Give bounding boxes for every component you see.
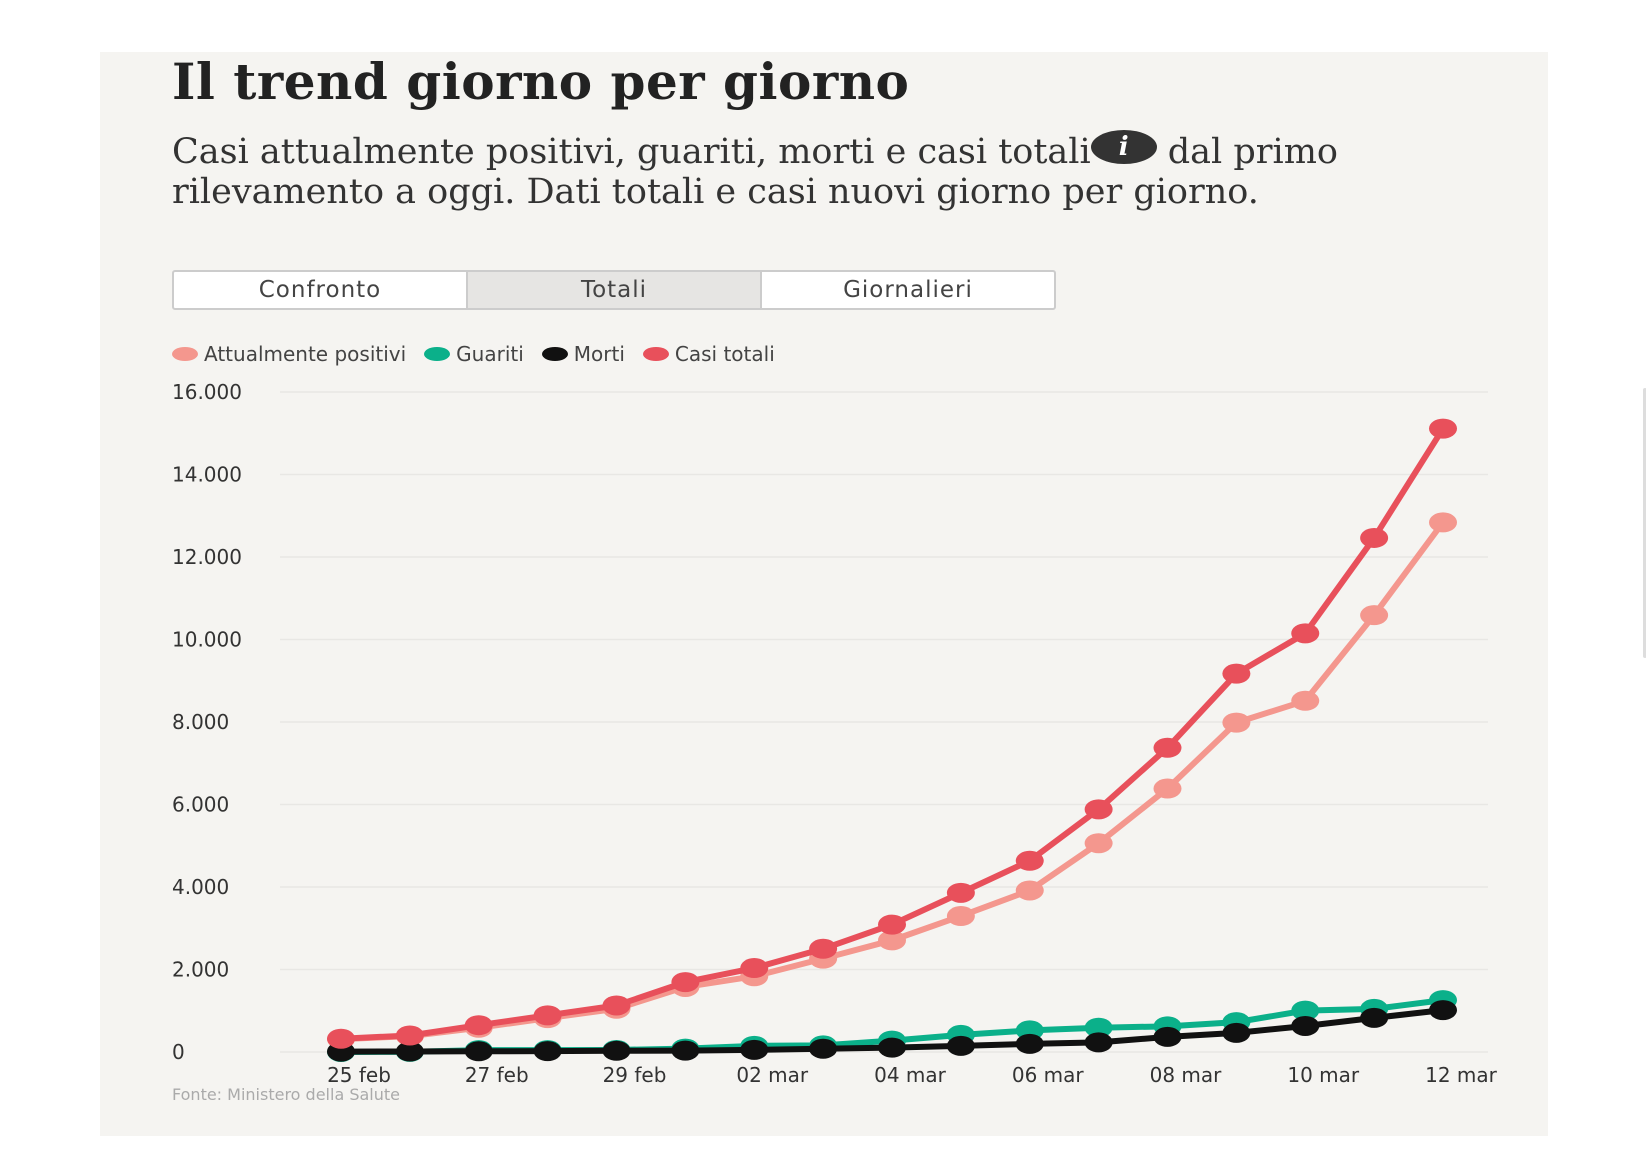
- data-point: [671, 972, 700, 993]
- data-point: [395, 1041, 424, 1062]
- legend: Attualmente positivi Guariti Morti Casi …: [172, 342, 775, 366]
- x-tick-label: 27 feb: [465, 1063, 529, 1087]
- scrollbar[interactable]: [1643, 388, 1646, 658]
- data-point: [740, 1039, 769, 1060]
- chart-title: Il trend giorno per giorno: [172, 52, 910, 111]
- data-point: [1015, 1033, 1044, 1054]
- data-point: [327, 1028, 355, 1049]
- y-tick-label: 0: [172, 1040, 185, 1064]
- data-point: [1153, 737, 1182, 758]
- x-tick-label: 12 mar: [1425, 1063, 1498, 1087]
- view-tabs: Confronto Totali Giornalieri: [172, 270, 1056, 310]
- tab-confronto[interactable]: Confronto: [174, 272, 468, 308]
- data-point: [878, 914, 906, 935]
- data-point: [533, 1005, 562, 1026]
- y-tick-label: 2.000: [172, 958, 229, 982]
- data-point: [809, 1038, 838, 1059]
- y-tick-label: 6.000: [172, 793, 229, 817]
- y-tick-label: 8.000: [172, 710, 229, 734]
- data-point: [1153, 778, 1182, 799]
- data-point: [946, 906, 975, 927]
- tab-totali[interactable]: Totali: [468, 272, 762, 308]
- legend-item-positivi[interactable]: Attualmente positivi: [172, 342, 406, 366]
- x-tick-label: 29 feb: [603, 1063, 667, 1087]
- legend-label: Attualmente positivi: [204, 342, 407, 366]
- data-point: [1360, 605, 1389, 626]
- data-point: [602, 1040, 631, 1061]
- tab-giornalieri[interactable]: Giornalieri: [843, 277, 973, 303]
- data-point: [878, 930, 906, 951]
- source-note: Fonte: Ministero della Salute: [172, 1085, 400, 1104]
- data-point: [1015, 880, 1044, 901]
- data-point: [1015, 850, 1044, 871]
- data-point: [1222, 712, 1251, 733]
- data-point: [464, 1041, 493, 1062]
- data-point: [1291, 623, 1320, 644]
- subtitle-text-cont: dal primo rilevamento a oggi. Dati total…: [172, 132, 1338, 212]
- legend-item-morti[interactable]: Morti: [541, 342, 625, 366]
- legend-label: Guariti: [456, 342, 524, 366]
- data-point: [464, 1015, 493, 1036]
- y-tick-label: 10.000: [172, 628, 242, 652]
- y-tick-label: 14.000: [172, 463, 242, 487]
- data-point: [946, 1035, 975, 1056]
- legend-item-casi-totali[interactable]: Casi totali: [642, 342, 775, 366]
- data-point: [1291, 1000, 1320, 1021]
- legend-dot: [424, 347, 451, 361]
- data-point: [1084, 833, 1113, 854]
- data-point: [1429, 418, 1457, 439]
- y-tick-label: 4.000: [172, 875, 229, 899]
- data-point: [1222, 663, 1251, 684]
- data-point: [1222, 1022, 1251, 1043]
- data-point: [1153, 1026, 1182, 1047]
- data-point: [1084, 1032, 1113, 1053]
- legend-dot: [541, 347, 568, 361]
- x-tick-label: 06 mar: [1012, 1063, 1085, 1087]
- y-tick-label: 12.000: [172, 545, 242, 569]
- y-tick-label: 16.000: [172, 380, 242, 404]
- subtitle-text: Casi attualmente positivi, guariti, mort…: [172, 132, 1091, 172]
- data-point: [809, 938, 838, 959]
- x-tick-label: 02 mar: [736, 1063, 809, 1087]
- x-tick-label: 08 mar: [1150, 1063, 1223, 1087]
- data-point: [946, 882, 975, 903]
- data-point: [1360, 527, 1389, 548]
- chart-subtitle: Casi attualmente positivi, guariti, mort…: [172, 130, 1472, 212]
- info-icon[interactable]: i: [1090, 130, 1157, 164]
- data-point: [1291, 690, 1320, 711]
- data-point: [1429, 1000, 1457, 1021]
- data-point: [1084, 799, 1113, 820]
- data-point: [533, 1041, 562, 1062]
- legend-label: Morti: [573, 342, 625, 366]
- data-point: [1360, 1007, 1389, 1028]
- data-point: [602, 995, 631, 1016]
- legend-dot: [642, 347, 669, 361]
- legend-dot: [172, 347, 198, 361]
- legend-item-guariti[interactable]: Guariti: [424, 342, 524, 366]
- data-point: [395, 1025, 424, 1046]
- data-point: [1291, 1015, 1320, 1036]
- data-point: [1084, 1017, 1113, 1038]
- data-point: [878, 1037, 906, 1058]
- data-point: [740, 958, 769, 979]
- legend-label: Casi totali: [674, 342, 775, 366]
- x-tick-label: 04 mar: [874, 1063, 947, 1087]
- x-tick-label: 10 mar: [1287, 1063, 1360, 1087]
- series-line-attualmente-positivi: [340, 520, 1446, 1043]
- data-point: [671, 1040, 700, 1061]
- data-point: [1429, 512, 1457, 533]
- x-tick-label: 25 feb: [327, 1063, 391, 1087]
